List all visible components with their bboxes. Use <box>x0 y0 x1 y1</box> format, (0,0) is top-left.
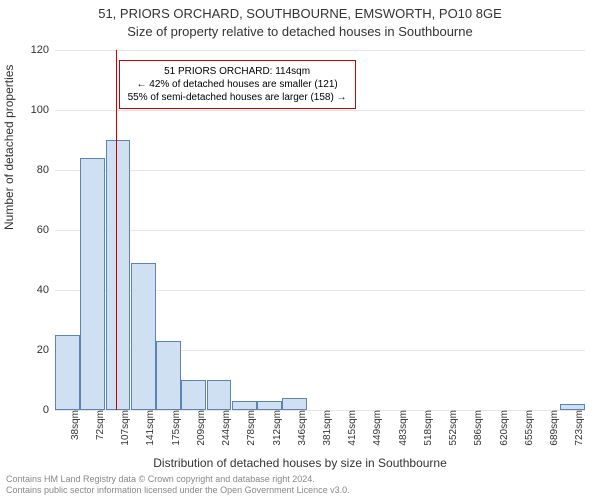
x-tick-label: 586sqm <box>471 410 484 446</box>
chart-subtitle: Size of property relative to detached ho… <box>0 24 600 39</box>
x-tick-label: 655sqm <box>522 410 535 446</box>
y-tick-label: 20 <box>37 344 55 356</box>
x-tick-label: 723sqm <box>572 410 585 446</box>
gridline <box>55 230 585 231</box>
histogram-bar <box>181 380 206 410</box>
info-box-line-3: 55% of semi-detached houses are larger (… <box>128 91 347 104</box>
property-info-box: 51 PRIORS ORCHARD: 114sqm← 42% of detach… <box>119 60 356 109</box>
chart-container: 51, PRIORS ORCHARD, SOUTHBOURNE, EMSWORT… <box>0 0 600 500</box>
footer-attribution: Contains HM Land Registry data © Crown c… <box>0 474 600 496</box>
histogram-bar <box>257 401 282 410</box>
footer-line-1: Contains HM Land Registry data © Crown c… <box>6 474 600 485</box>
histogram-bar <box>207 380 232 410</box>
x-tick-label: 72sqm <box>93 410 106 440</box>
histogram-bar <box>131 263 156 410</box>
x-tick-label: 449sqm <box>370 410 383 446</box>
gridline <box>55 110 585 111</box>
y-tick-label: 100 <box>31 104 55 116</box>
x-tick-label: 209sqm <box>194 410 207 446</box>
x-axis-label: Distribution of detached houses by size … <box>0 456 600 470</box>
info-box-line-2: ← 42% of detached houses are smaller (12… <box>128 78 347 91</box>
histogram-bar <box>232 401 257 410</box>
x-tick-label: 278sqm <box>244 410 257 446</box>
x-tick-label: 620sqm <box>497 410 510 446</box>
histogram-bar <box>55 335 80 410</box>
x-tick-label: 381sqm <box>320 410 333 446</box>
y-tick-label: 80 <box>37 164 55 176</box>
x-tick-label: 175sqm <box>169 410 182 446</box>
footer-line-2: Contains public sector information licen… <box>6 485 600 496</box>
x-tick-label: 552sqm <box>446 410 459 446</box>
y-tick-label: 120 <box>31 44 55 56</box>
x-tick-label: 689sqm <box>547 410 560 446</box>
y-tick-label: 40 <box>37 284 55 296</box>
y-tick-label: 0 <box>43 404 55 416</box>
x-tick-label: 38sqm <box>68 410 81 440</box>
property-marker-line <box>116 50 117 410</box>
gridline <box>55 50 585 51</box>
plot-area: 02040608010012038sqm72sqm107sqm141sqm175… <box>55 50 585 411</box>
chart-title-address: 51, PRIORS ORCHARD, SOUTHBOURNE, EMSWORT… <box>0 6 600 21</box>
x-tick-label: 312sqm <box>270 410 283 446</box>
info-box-line-1: 51 PRIORS ORCHARD: 114sqm <box>128 65 347 78</box>
histogram-bar <box>106 140 131 410</box>
x-tick-label: 483sqm <box>396 410 409 446</box>
histogram-bar <box>80 158 105 410</box>
y-tick-label: 60 <box>37 224 55 236</box>
x-tick-label: 107sqm <box>118 410 131 446</box>
x-tick-label: 415sqm <box>345 410 358 446</box>
x-tick-label: 346sqm <box>295 410 308 446</box>
y-axis-label: Number of detached properties <box>2 65 16 230</box>
x-tick-label: 518sqm <box>421 410 434 446</box>
gridline <box>55 170 585 171</box>
x-tick-label: 141sqm <box>143 410 156 446</box>
histogram-bar <box>156 341 181 410</box>
x-tick-label: 244sqm <box>219 410 232 446</box>
histogram-bar <box>282 398 307 410</box>
